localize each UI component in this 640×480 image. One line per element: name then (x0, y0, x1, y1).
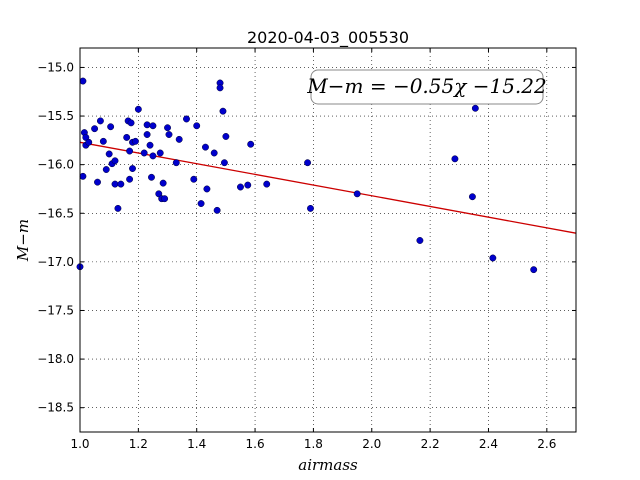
y-tick-label: −16.5 (37, 206, 74, 220)
data-point (190, 175, 198, 183)
y-tick-label: −18.0 (37, 352, 74, 366)
grid (79, 48, 576, 432)
data-point (237, 183, 244, 191)
y-tick-label: −16.0 (37, 158, 74, 172)
x-axis-label: airmass (298, 456, 358, 474)
data-point (213, 206, 221, 214)
data-point (451, 155, 459, 163)
y-tick-label: −15.0 (37, 60, 74, 74)
data-point (148, 173, 155, 181)
chart-title: 2020-04-03_005530 (247, 28, 409, 48)
y-tick-label: −17.0 (37, 255, 74, 269)
data-point (134, 105, 142, 113)
data-point (146, 141, 154, 149)
data-point (131, 137, 139, 145)
data-point (94, 178, 101, 186)
data-point (244, 181, 252, 189)
data-point (175, 135, 183, 143)
y-tick-label: −17.5 (37, 303, 74, 317)
fit-line (79, 141, 577, 234)
axis-ticks: 1.0 1.2 1.4 1.6 1.8 2.0 2.2 2.4 2.6 −15.0 −15.5 −16… (37, 48, 576, 451)
data-point (183, 115, 190, 123)
data-point (197, 200, 205, 207)
x-tick-label: 2.6 (537, 437, 556, 451)
data-point (263, 180, 271, 188)
data-point (304, 159, 312, 167)
data-point (149, 152, 157, 160)
data-point (143, 121, 151, 129)
data-point (210, 149, 218, 157)
data-point (91, 125, 99, 133)
plot-area (80, 48, 576, 432)
data-point (111, 157, 119, 165)
fit-layer (79, 141, 577, 234)
data-point (203, 185, 211, 193)
data-point (416, 237, 424, 244)
x-tick-label: 1.0 (70, 437, 89, 451)
x-tick-label: 2.4 (479, 437, 498, 451)
data-point (216, 84, 224, 92)
plot-frame (79, 47, 577, 433)
data-point (149, 122, 157, 130)
data-point (222, 133, 230, 140)
x-tick-label: 1.2 (129, 437, 148, 451)
data-point (164, 124, 171, 132)
data-point (96, 117, 104, 125)
data-point (353, 190, 361, 198)
data-point (219, 107, 227, 115)
data-point (159, 179, 167, 187)
data-point (102, 166, 110, 173)
data-point (79, 77, 87, 85)
data-point (202, 143, 209, 151)
y-tick-label: −15.5 (37, 109, 74, 123)
data-point (220, 159, 228, 167)
data-point (489, 254, 497, 262)
data-point (107, 123, 115, 131)
fit-annotation-box (310, 69, 544, 105)
data-point (117, 180, 125, 188)
data-point (99, 137, 107, 145)
data-points (76, 77, 538, 274)
data-point (143, 131, 151, 138)
data-point (123, 133, 131, 141)
data-point (247, 140, 255, 148)
y-axis-label: M−m (14, 219, 32, 262)
data-point (111, 180, 119, 188)
x-tick-label: 2.2 (421, 437, 440, 451)
data-point (129, 165, 136, 172)
data-point (468, 193, 476, 201)
data-point (530, 266, 538, 274)
x-tick-label: 1.6 (246, 437, 265, 451)
data-point (172, 159, 180, 167)
data-point (79, 172, 87, 180)
data-point (126, 147, 134, 155)
data-point (161, 195, 169, 203)
data-point (307, 204, 314, 212)
data-point (165, 131, 173, 138)
data-point (85, 138, 93, 146)
data-point (127, 119, 135, 127)
data-point (140, 149, 148, 157)
x-tick-label: 2.0 (362, 437, 381, 451)
y-tick-label: −18.5 (37, 401, 74, 415)
data-point (156, 149, 164, 157)
x-tick-label: 1.8 (304, 437, 323, 451)
x-tick-label: 1.4 (187, 437, 206, 451)
data-point (126, 175, 134, 183)
data-point (193, 122, 201, 130)
data-point (471, 104, 479, 112)
data-point (105, 150, 113, 158)
data-point (114, 204, 122, 212)
fit-annotation: M−m = −0.55χ −15.22 (306, 74, 546, 98)
